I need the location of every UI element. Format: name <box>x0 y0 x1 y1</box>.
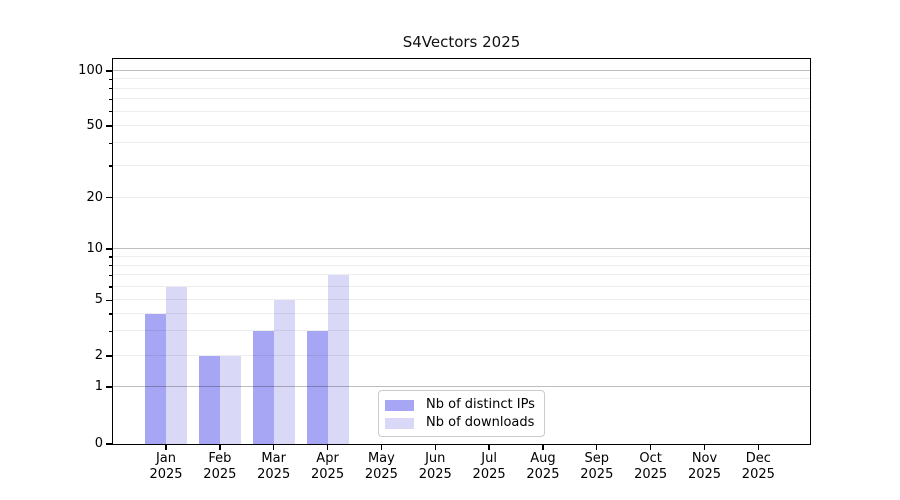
y-tick-label: 2 <box>94 347 103 363</box>
bar-distinct-ips-feb <box>198 356 220 444</box>
gridline <box>113 274 810 276</box>
bar-downloads-mar <box>273 300 295 444</box>
y-tick <box>106 197 112 199</box>
x-tick-label-jul: Jul 2025 <box>472 451 506 482</box>
x-tick-label-sep: Sep 2025 <box>580 451 614 482</box>
y-minor-tick <box>109 286 112 288</box>
y-tick <box>106 443 112 445</box>
x-tick <box>380 445 383 450</box>
gridline <box>113 386 810 388</box>
y-minor-tick <box>109 330 112 333</box>
x-tick-label-oct: Oct 2025 <box>634 451 668 482</box>
y-tick-label: 20 <box>86 189 103 205</box>
x-tick <box>596 445 598 450</box>
bar-distinct-ips-apr <box>306 331 328 444</box>
x-tick-label-nov: Nov 2025 <box>687 451 722 482</box>
y-minor-tick <box>109 88 112 90</box>
y-tick <box>106 248 112 250</box>
x-tick-label-may: May 2025 <box>364 451 398 482</box>
gridline <box>113 248 810 249</box>
gridline <box>113 87 810 89</box>
x-tick-label-apr: Apr 2025 <box>311 451 345 482</box>
bar-distinct-ips-mar <box>252 331 274 444</box>
legend-item-downloads: Nb of downloads <box>385 415 536 431</box>
legend-label-downloads: Nb of downloads <box>426 415 535 430</box>
gridline <box>113 312 810 314</box>
gridline <box>113 264 810 266</box>
y-minor-tick <box>109 78 112 81</box>
legend-item-distinct-ips: Nb of distinct IPs <box>385 397 536 413</box>
bar-downloads-apr <box>327 275 349 444</box>
y-minor-tick <box>109 313 112 315</box>
y-tick <box>106 299 112 302</box>
gridline <box>113 125 810 126</box>
gridline <box>113 110 810 112</box>
gridline <box>113 255 810 257</box>
x-tick <box>165 445 167 450</box>
gridline <box>113 78 810 80</box>
y-minor-tick <box>109 110 112 113</box>
y-tick <box>106 386 112 388</box>
x-tick-label-jan: Jan 2025 <box>149 451 183 482</box>
x-tick <box>273 445 275 450</box>
y-tick-label: 5 <box>94 292 103 308</box>
legend-label-distinct-ips: Nb of distinct IPs <box>426 397 535 412</box>
x-tick-label-mar: Mar 2025 <box>257 451 291 482</box>
y-tick <box>106 70 112 72</box>
y-minor-tick <box>109 256 112 258</box>
y-minor-tick <box>109 98 112 100</box>
bar-downloads-feb <box>219 356 241 444</box>
y-minor-tick <box>109 142 112 145</box>
y-tick-label: 10 <box>86 240 103 256</box>
x-tick-label-feb: Feb 2025 <box>203 451 237 482</box>
gridline <box>113 285 810 287</box>
y-tick-label: 50 <box>86 117 103 133</box>
gridline <box>113 98 810 100</box>
y-tick-label: 0 <box>94 436 103 451</box>
x-tick-label-aug: Aug 2025 <box>526 451 560 482</box>
gridline <box>113 330 810 332</box>
gridline <box>113 355 810 356</box>
x-tick-label-jun: Jun 2025 <box>418 451 452 482</box>
plot-area: Nb of distinct IPs Nb of downloads <box>112 58 811 445</box>
x-tick <box>649 445 652 450</box>
x-tick <box>488 445 490 450</box>
x-tick <box>219 445 221 450</box>
y-minor-tick <box>109 274 112 277</box>
legend-swatch-distinct-ips-icon <box>385 399 414 411</box>
gridline <box>113 70 810 72</box>
y-tick-label: 1 <box>94 379 103 395</box>
x-tick <box>542 445 544 450</box>
gridline <box>113 196 810 198</box>
gridline <box>113 142 810 144</box>
y-minor-tick <box>109 165 112 167</box>
gridline <box>113 164 810 166</box>
x-tick <box>757 445 760 450</box>
bar-distinct-ips-jan <box>145 313 166 444</box>
x-tick <box>703 445 706 450</box>
x-tick-label-dec: Dec 2025 <box>741 451 775 482</box>
bar-downloads-jan <box>166 286 187 444</box>
y-minor-tick <box>109 264 112 267</box>
legend-swatch-downloads-icon <box>385 417 414 429</box>
gridline <box>113 299 810 301</box>
y-tick <box>106 125 112 127</box>
x-tick <box>434 445 436 450</box>
chart-title: S4Vectors 2025 <box>402 33 521 51</box>
x-tick <box>326 445 329 450</box>
y-tick <box>106 355 112 357</box>
legend: Nb of distinct IPs Nb of downloads <box>378 390 545 437</box>
y-tick-label: 100 <box>78 63 103 78</box>
